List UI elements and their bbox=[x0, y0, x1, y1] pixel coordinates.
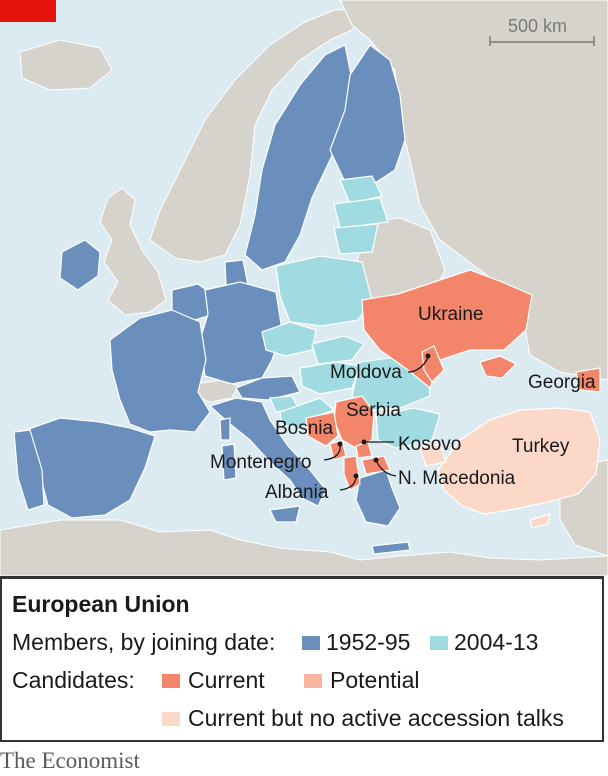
legend-title: European Union bbox=[12, 591, 190, 617]
bosnia-label: Bosnia bbox=[275, 418, 334, 439]
source-logo: The Economist bbox=[0, 748, 140, 773]
montenegro-label: Montenegro bbox=[210, 452, 311, 473]
legend-no-talks: Current but no active accession talks bbox=[188, 705, 564, 731]
turkey-label: Turkey bbox=[512, 436, 570, 457]
n-macedonia-label: N. Macedonia bbox=[398, 468, 516, 489]
georgia-label: Georgia bbox=[528, 372, 596, 393]
czechia bbox=[261, 321, 317, 357]
turkey bbox=[437, 407, 601, 515]
norway bbox=[149, 7, 366, 263]
crimea bbox=[479, 355, 518, 379]
swatch-2004-13 bbox=[430, 636, 448, 650]
bulgaria bbox=[375, 407, 441, 449]
swatch-1952-95 bbox=[302, 636, 320, 650]
legend-2004-13: 2004-13 bbox=[454, 629, 539, 655]
georgia bbox=[575, 367, 601, 393]
north-africa bbox=[0, 519, 608, 576]
n-macedonia-dot bbox=[373, 457, 379, 463]
map: 500 km Ukraine Moldova Georgia Serbia Bo… bbox=[0, 0, 608, 576]
kosovo-label: Kosovo bbox=[398, 434, 461, 455]
moldova-label: Moldova bbox=[330, 362, 402, 383]
scale-bar-label: 500 km bbox=[508, 16, 567, 36]
sardinia bbox=[221, 443, 237, 481]
legend: European Union Members, by joining date:… bbox=[0, 576, 604, 742]
austria bbox=[235, 375, 301, 401]
map-svg: 500 km Ukraine Moldova Georgia Serbia Bo… bbox=[0, 0, 608, 576]
brand-tag bbox=[0, 0, 56, 22]
bosnia bbox=[305, 411, 339, 447]
poland bbox=[275, 255, 373, 327]
crete bbox=[371, 541, 411, 555]
scale-bar bbox=[489, 36, 595, 46]
cyprus bbox=[529, 513, 551, 529]
lithuania bbox=[333, 223, 379, 255]
ukraine bbox=[361, 269, 533, 390]
italy bbox=[208, 397, 327, 507]
montenegro-dot bbox=[337, 441, 343, 447]
legend-members-label: Members, by joining date: bbox=[12, 629, 276, 655]
swatch-no-talks bbox=[162, 712, 180, 726]
ukraine-label: Ukraine bbox=[418, 304, 483, 325]
albania-dot bbox=[353, 473, 359, 479]
iceland bbox=[19, 39, 113, 91]
sicily bbox=[269, 505, 301, 523]
serbia-label: Serbia bbox=[346, 400, 401, 421]
swatch-potential bbox=[304, 674, 322, 688]
moldova-dot bbox=[425, 353, 431, 359]
slovakia bbox=[311, 335, 365, 365]
albania bbox=[343, 455, 361, 491]
swatch-current bbox=[162, 674, 180, 688]
turkey-thrace bbox=[419, 443, 447, 467]
legend-candidates-label: Candidates: bbox=[12, 667, 135, 693]
albania-label: Albania bbox=[265, 482, 329, 503]
kosovo-dot bbox=[361, 439, 367, 445]
legend-current: Current bbox=[188, 667, 265, 693]
latvia bbox=[333, 197, 389, 229]
legend-potential: Potential bbox=[330, 667, 420, 693]
corsica bbox=[219, 417, 231, 441]
legend-1952-95: 1952-95 bbox=[326, 629, 411, 655]
ireland bbox=[59, 239, 101, 291]
portugal bbox=[13, 429, 45, 511]
estonia bbox=[339, 175, 383, 205]
moldova-leader bbox=[407, 357, 429, 373]
hungary bbox=[299, 361, 361, 395]
uk bbox=[99, 187, 167, 316]
france bbox=[109, 309, 211, 433]
